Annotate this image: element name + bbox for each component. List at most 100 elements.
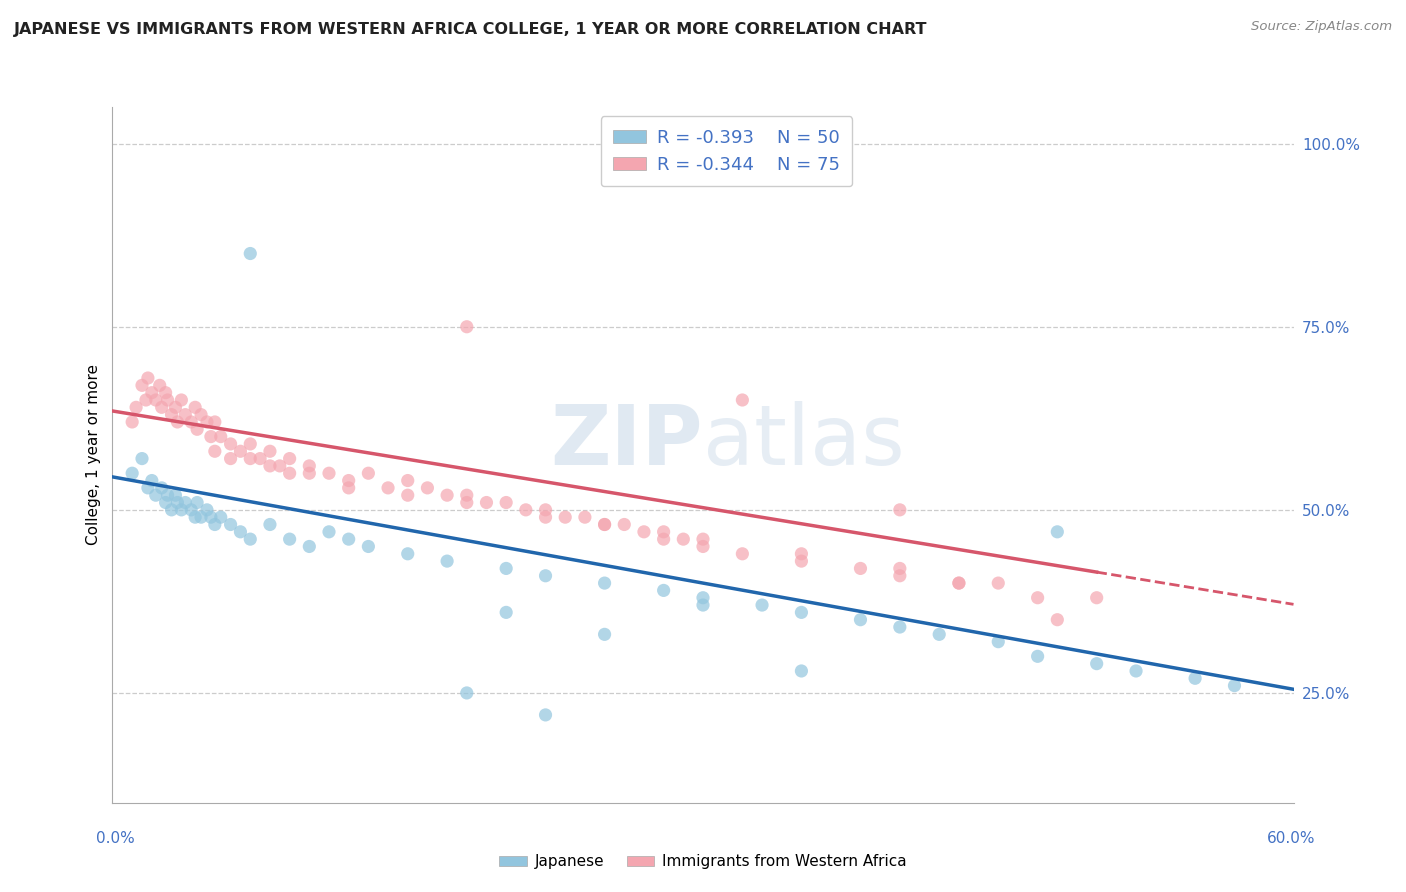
Point bbox=[180, 415, 202, 429]
Point bbox=[928, 627, 950, 641]
Point bbox=[652, 524, 675, 539]
Point bbox=[1184, 671, 1206, 685]
Point bbox=[731, 392, 754, 407]
Point bbox=[165, 401, 187, 415]
Point bbox=[396, 547, 419, 561]
Point bbox=[633, 524, 655, 539]
Point bbox=[136, 481, 159, 495]
Point bbox=[889, 561, 911, 575]
Point bbox=[672, 532, 695, 546]
Point bbox=[1125, 664, 1147, 678]
Point bbox=[534, 510, 557, 524]
Point bbox=[534, 503, 557, 517]
Point bbox=[195, 415, 218, 429]
Point bbox=[495, 495, 517, 509]
Point bbox=[239, 451, 262, 466]
Point bbox=[239, 246, 262, 260]
Point bbox=[229, 444, 252, 458]
Legend: R = -0.393    N = 50, R = -0.344    N = 75: R = -0.393 N = 50, R = -0.344 N = 75 bbox=[600, 116, 852, 186]
Point bbox=[534, 707, 557, 722]
Point bbox=[186, 495, 208, 509]
Point bbox=[495, 606, 517, 620]
Point bbox=[156, 488, 179, 502]
Point bbox=[166, 415, 188, 429]
Point bbox=[141, 385, 163, 400]
Text: 60.0%: 60.0% bbox=[1267, 831, 1315, 846]
Point bbox=[1026, 649, 1049, 664]
Point bbox=[889, 503, 911, 517]
Point bbox=[790, 606, 813, 620]
Point bbox=[135, 392, 157, 407]
Point bbox=[593, 517, 616, 532]
Point bbox=[200, 510, 222, 524]
Point bbox=[165, 488, 187, 502]
Point bbox=[174, 495, 197, 509]
Point bbox=[889, 568, 911, 582]
Y-axis label: College, 1 year or more: College, 1 year or more bbox=[86, 365, 101, 545]
Point bbox=[156, 392, 179, 407]
Point bbox=[249, 451, 271, 466]
Text: Source: ZipAtlas.com: Source: ZipAtlas.com bbox=[1251, 20, 1392, 33]
Point bbox=[204, 444, 226, 458]
Point bbox=[790, 664, 813, 678]
Point bbox=[150, 481, 173, 495]
Text: ZIP: ZIP bbox=[551, 401, 703, 482]
Point bbox=[1046, 613, 1069, 627]
Point bbox=[184, 401, 207, 415]
Point bbox=[190, 408, 212, 422]
Point bbox=[436, 554, 458, 568]
Point bbox=[204, 415, 226, 429]
Point bbox=[239, 532, 262, 546]
Point bbox=[170, 392, 193, 407]
Text: atlas: atlas bbox=[703, 401, 904, 482]
Point bbox=[692, 540, 714, 554]
Point bbox=[298, 467, 321, 481]
Point bbox=[278, 451, 301, 466]
Point bbox=[184, 510, 207, 524]
Point bbox=[889, 620, 911, 634]
Point bbox=[613, 517, 636, 532]
Point bbox=[180, 503, 202, 517]
Point bbox=[131, 378, 153, 392]
Point bbox=[259, 517, 281, 532]
Point bbox=[790, 554, 813, 568]
Point bbox=[149, 378, 172, 392]
Point bbox=[751, 598, 773, 612]
Point bbox=[948, 576, 970, 591]
Point bbox=[121, 467, 143, 481]
Point bbox=[186, 422, 208, 436]
Point bbox=[155, 495, 177, 509]
Point bbox=[574, 510, 596, 524]
Point bbox=[318, 524, 340, 539]
Point bbox=[357, 540, 380, 554]
Point bbox=[125, 401, 148, 415]
Point bbox=[278, 467, 301, 481]
Point bbox=[377, 481, 399, 495]
Point bbox=[790, 547, 813, 561]
Point bbox=[554, 510, 576, 524]
Point bbox=[209, 510, 232, 524]
Point bbox=[318, 467, 340, 481]
Point bbox=[456, 495, 478, 509]
Point bbox=[209, 429, 232, 443]
Point bbox=[160, 503, 183, 517]
Point bbox=[593, 517, 616, 532]
Point bbox=[298, 458, 321, 473]
Point bbox=[593, 576, 616, 591]
Point bbox=[190, 510, 212, 524]
Point bbox=[219, 437, 242, 451]
Point bbox=[269, 458, 291, 473]
Point bbox=[1223, 679, 1246, 693]
Point bbox=[987, 576, 1010, 591]
Point bbox=[259, 458, 281, 473]
Text: JAPANESE VS IMMIGRANTS FROM WESTERN AFRICA COLLEGE, 1 YEAR OR MORE CORRELATION C: JAPANESE VS IMMIGRANTS FROM WESTERN AFRI… bbox=[14, 22, 928, 37]
Point bbox=[495, 561, 517, 575]
Point bbox=[145, 392, 167, 407]
Point bbox=[849, 561, 872, 575]
Point bbox=[396, 474, 419, 488]
Point bbox=[204, 517, 226, 532]
Point bbox=[416, 481, 439, 495]
Point bbox=[849, 613, 872, 627]
Point bbox=[136, 371, 159, 385]
Point bbox=[456, 686, 478, 700]
